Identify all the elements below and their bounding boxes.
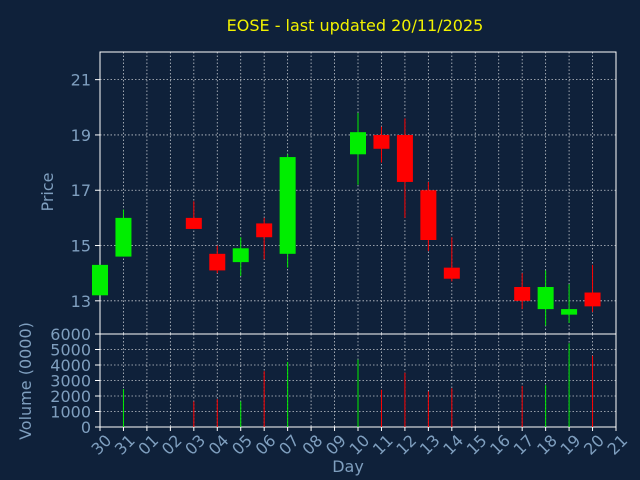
- price-axis-label: Price: [38, 172, 57, 211]
- candle-05: [232, 237, 249, 276]
- candle-11: [373, 126, 390, 163]
- x-tick-label: 21: [603, 431, 631, 459]
- candle-body: [537, 287, 554, 310]
- candle-body: [92, 264, 108, 296]
- candle-body: [350, 132, 366, 155]
- candle-body: [256, 223, 273, 238]
- volume-panel: 0100020003000400050006000303101020304050…: [50, 325, 631, 459]
- price-tick-label: 15: [71, 237, 91, 256]
- volume-tick-label: 1000: [50, 403, 91, 422]
- candle-13: [420, 181, 437, 252]
- volume-tick-label: 5000: [50, 341, 91, 360]
- candle-body: [185, 217, 202, 229]
- price-tick-label: 21: [71, 71, 91, 90]
- candle-17: [514, 273, 531, 310]
- x-axis-label: Day: [332, 457, 364, 476]
- chart-title: EOSE - last updated 20/11/2025: [227, 16, 484, 35]
- price-panel: 13 15 17 19 21: [71, 51, 617, 335]
- volume-tick-label: 4000: [50, 356, 91, 375]
- candle-12: [396, 118, 413, 218]
- volume-tick-label: 6000: [50, 325, 91, 344]
- candle-10: [350, 112, 366, 185]
- candle-31: [115, 209, 132, 257]
- candle-14: [443, 237, 460, 282]
- candle-06: [256, 217, 273, 260]
- price-tick-label: 13: [71, 292, 91, 311]
- candle-body: [561, 309, 578, 315]
- candle-04: [209, 245, 226, 274]
- candle-18: [537, 270, 554, 326]
- candle-body: [232, 248, 249, 263]
- candle-body: [396, 134, 413, 182]
- volume-tick-label: 3000: [50, 372, 91, 391]
- candle-19: [561, 284, 578, 323]
- candle-body: [115, 217, 132, 257]
- candle-body: [279, 157, 296, 254]
- candle-body: [584, 292, 601, 307]
- candle-body: [514, 287, 531, 301]
- candle-07: [279, 154, 296, 268]
- candle-03: [185, 201, 202, 229]
- price-tick-label: 17: [71, 181, 91, 200]
- candle-body: [209, 253, 226, 271]
- candle-20: [584, 264, 601, 312]
- volume-tick-label: 0: [81, 418, 91, 437]
- candle-body: [420, 190, 437, 240]
- volume-tick-label: 2000: [50, 387, 91, 406]
- candle-30: [92, 264, 108, 296]
- candle-body: [373, 134, 390, 149]
- price-tick-label: 19: [71, 126, 91, 145]
- volume-axis-label: Volume (0000): [16, 322, 35, 440]
- candle-body: [443, 267, 460, 279]
